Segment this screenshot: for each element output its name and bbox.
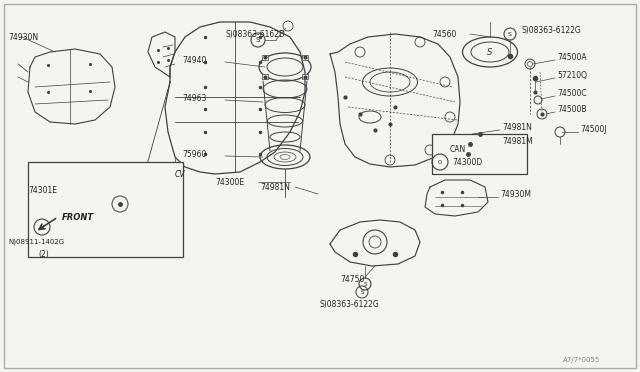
Text: 74963: 74963 — [182, 93, 206, 103]
Text: A7/7*0055: A7/7*0055 — [563, 357, 600, 363]
Text: 74300D: 74300D — [452, 157, 483, 167]
Text: CAN: CAN — [450, 144, 467, 154]
Text: 74500B: 74500B — [557, 105, 586, 113]
Text: (2): (2) — [38, 250, 49, 259]
Text: 74981M: 74981M — [502, 137, 532, 145]
Bar — [302, 74, 308, 79]
Text: CV: CV — [175, 170, 186, 179]
Bar — [28, 162, 183, 257]
Text: 74560: 74560 — [432, 29, 456, 38]
Text: 74981N: 74981N — [260, 183, 290, 192]
Bar — [432, 134, 527, 174]
Text: S)08363-6122G: S)08363-6122G — [522, 26, 582, 35]
Text: 74500C: 74500C — [557, 89, 587, 97]
Text: 74500A: 74500A — [557, 52, 587, 61]
Text: 74301E: 74301E — [28, 186, 57, 195]
Text: 74930M: 74930M — [500, 189, 531, 199]
Text: S: S — [508, 32, 512, 36]
Text: S: S — [364, 282, 367, 286]
Text: 74940: 74940 — [182, 55, 206, 64]
Text: 74930N: 74930N — [8, 32, 38, 42]
Text: N: N — [40, 224, 44, 230]
Text: 75960: 75960 — [182, 150, 206, 158]
Text: S: S — [487, 48, 493, 57]
Text: S: S — [360, 289, 364, 295]
Text: S: S — [256, 37, 260, 43]
Bar — [302, 55, 308, 60]
Text: 74300E: 74300E — [215, 177, 244, 186]
Text: 74981N: 74981N — [502, 122, 532, 131]
Bar — [262, 55, 268, 60]
Bar — [262, 74, 268, 79]
Text: S)08363-6122G: S)08363-6122G — [320, 299, 380, 308]
Text: 57210Q: 57210Q — [557, 71, 587, 80]
Text: N)08911-1402G: N)08911-1402G — [8, 239, 64, 245]
Text: 74750: 74750 — [340, 276, 364, 285]
Text: S)08363-6162D: S)08363-6162D — [225, 29, 285, 38]
Text: 74500J: 74500J — [580, 125, 607, 134]
Text: FRONT: FRONT — [62, 212, 94, 221]
Text: O: O — [438, 160, 442, 164]
